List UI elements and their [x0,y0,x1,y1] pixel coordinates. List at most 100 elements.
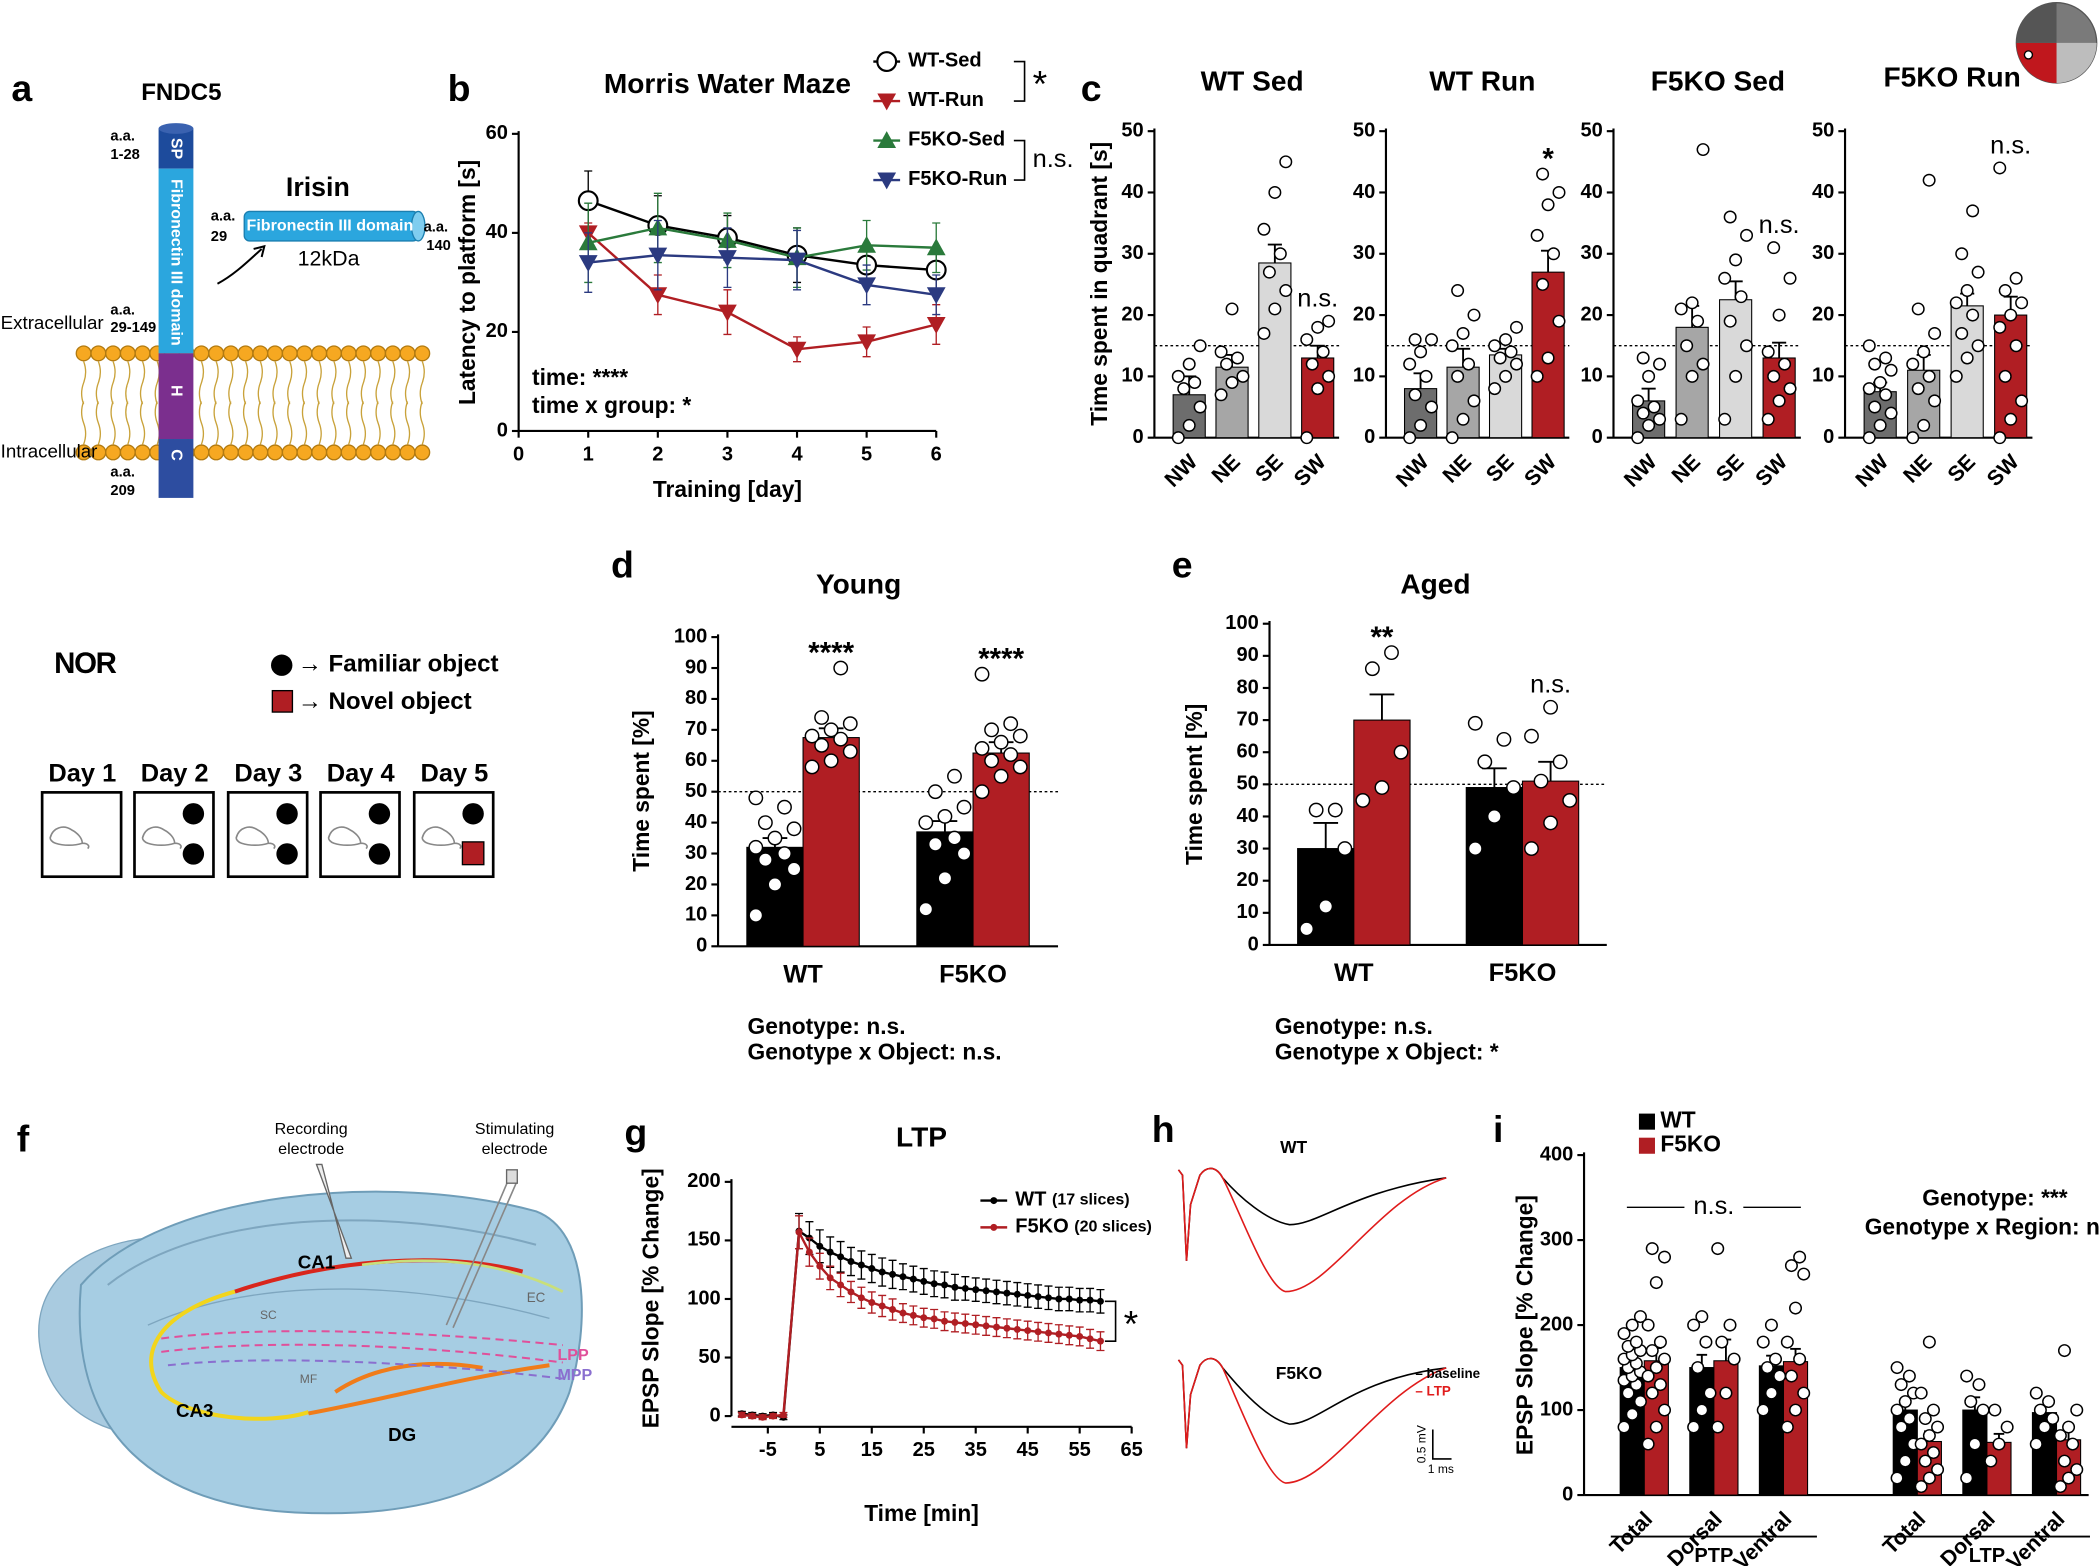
data-point [1171,369,1185,383]
y-tick-label: 30 [1353,242,1375,264]
data-point [1231,351,1244,365]
data-point [1884,406,1898,420]
y-tick-label: 50 [1812,119,1834,141]
error-cap [961,1313,970,1334]
data-point [1918,1454,1932,1468]
error-cap [1075,1326,1084,1347]
group-annotation: n.s. [1693,1192,1734,1220]
lipid-tail [287,361,293,445]
data-point [1955,326,1969,340]
data-point [961,1320,969,1328]
y-tick-label: 40 [1236,805,1258,827]
error-cap [1096,1288,1105,1314]
data-point [2000,1420,2014,1434]
scale-label: 1 ms [1428,1462,1454,1476]
error-cap [826,1265,835,1291]
data-point [1711,1242,1725,1256]
data-point [1225,376,1239,389]
data-point [1767,369,1781,383]
data-point [2009,339,2023,353]
lipid-tail [345,361,352,445]
data-point [899,1273,907,1281]
data-point [1499,369,1513,383]
data-point [889,1306,897,1313]
error-cap [584,232,593,293]
data-point [1625,1407,1639,1421]
data-point [1510,320,1523,334]
data-point [1541,351,1555,365]
data-point [1992,1437,2006,1451]
data-point [1873,418,1887,432]
data-point [1076,1332,1084,1340]
x-tick-label: SW [1751,449,1793,491]
error-cap [909,1265,918,1293]
data-point [1971,339,1985,353]
segment-label: C [168,449,186,461]
data-point [2057,1344,2071,1358]
data-point [1065,1295,1073,1303]
data-point [1868,357,1882,371]
data-point [1764,1318,1778,1332]
data-point [1898,1395,1912,1409]
data-point [2057,1454,2071,1468]
data-point [1993,161,2007,175]
legend-marker [990,1197,998,1205]
panel-label: b [448,67,471,109]
segment-label: H [168,385,186,397]
data-point [1467,715,1483,731]
data-point [972,1321,980,1329]
aa-label: 1-28 [110,147,139,163]
data-point [804,728,820,744]
data-point [1691,314,1705,328]
data-point [1414,345,1428,359]
data-point [1451,369,1465,383]
data-point [1003,747,1019,763]
data-point [1279,284,1293,298]
data-point [972,1286,980,1294]
data-point [1631,431,1645,445]
data-point [1699,1335,1713,1349]
data-point [1931,1463,1945,1477]
data-point [984,753,1000,769]
series-line [588,253,937,296]
lipid-head [193,345,210,362]
data-point [787,341,807,359]
object [276,803,298,825]
data-point [1789,1301,1803,1315]
x-tick-label: 5 [814,1439,825,1461]
significance-label: n.s. [1530,671,1571,699]
data-point [1414,418,1428,432]
data-point [1445,431,1459,445]
x-tick-label: Total [1605,1507,1657,1559]
lipid-head [311,444,328,461]
data-point [1914,1386,1928,1400]
data-point [748,907,764,923]
data-point [1793,1352,1807,1366]
lipid-head [222,345,239,362]
y-tick-label: 70 [1236,708,1258,730]
y-tick-label: 100 [687,1287,720,1309]
data-point [1658,1352,1672,1366]
novel-icon [271,689,294,713]
scale-label: 0.5 mV [1414,1425,1428,1463]
data-point [1562,792,1578,808]
x-tick-label: SE [1251,450,1288,487]
error-cap [898,1302,907,1324]
data-point [1760,1361,1774,1375]
data-point [1756,1403,1770,1417]
error-cap [846,1280,856,1304]
lipid-head [75,345,92,362]
data-point [2004,412,2018,426]
lipid-tail [301,361,308,445]
data-point [951,1283,959,1291]
x-tick-label: 65 [1120,1439,1142,1461]
x-tick-label: 0 [513,443,524,465]
y-tick-label: 150 [687,1229,720,1251]
data-point [748,790,764,806]
data-point [926,317,946,334]
data-point [1536,167,1550,181]
data-point [767,877,783,892]
y-tick-label: 0 [696,935,707,957]
data-point [1364,661,1380,677]
